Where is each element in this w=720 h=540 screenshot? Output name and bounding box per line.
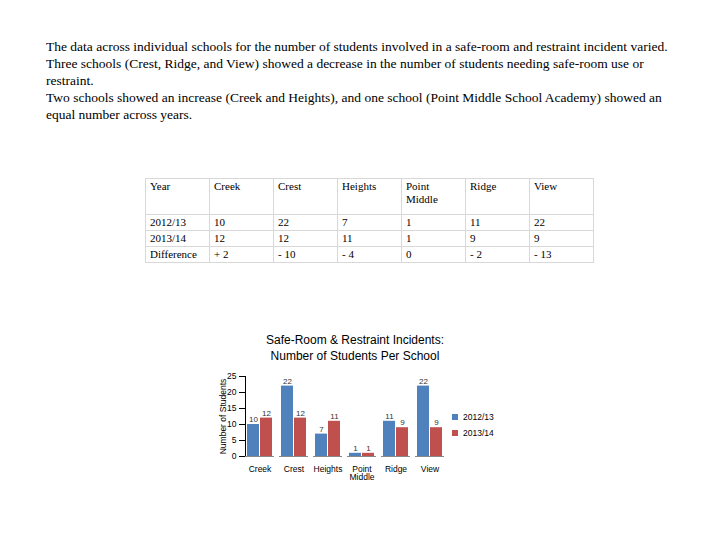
html-text:Point Middle: Point Middle: [406, 180, 438, 205]
svg-text:Crest: Crest: [284, 464, 305, 474]
html-text:Three schools (Crest, Ridge, a: Three schools (Crest, Ridge, and View) s…: [46, 56, 644, 88]
svg-text:25: 25: [227, 371, 237, 381]
svg-text:PointMiddle: PointMiddle: [349, 464, 374, 483]
html-text:22: 22: [534, 216, 545, 228]
svg-text:1: 1: [353, 444, 358, 453]
svg-text:1: 1: [366, 444, 371, 453]
html-text:Number of Students Per School: Number of Students Per School: [270, 349, 440, 363]
svg-text:12: 12: [262, 409, 271, 418]
html-text:Safe-Room & Restraint Incident: Safe-Room & Restraint Incidents:: [266, 333, 444, 347]
html-text:11: 11: [342, 232, 353, 244]
html-text:2012/13: 2012/13: [150, 216, 187, 228]
svg-text:9: 9: [400, 418, 405, 427]
html-text:1: 1: [406, 216, 412, 228]
html-text:9: 9: [470, 232, 476, 244]
svg-text:Heights: Heights: [314, 464, 343, 474]
svg-text:View: View: [421, 464, 440, 474]
html-text:- 2: - 2: [470, 248, 482, 260]
svg-text:10: 10: [227, 419, 237, 429]
svg-text:20: 20: [227, 387, 237, 397]
svg-text:12: 12: [296, 409, 305, 418]
html-text:Creek: Creek: [214, 180, 241, 192]
html-text:2012/13: 2012/13: [463, 412, 494, 422]
html-text:- 13: - 13: [534, 248, 552, 260]
html-text:0: 0: [406, 248, 412, 260]
svg-text:11: 11: [330, 412, 339, 421]
svg-text:15: 15: [227, 403, 237, 413]
html-text:Crest: Crest: [278, 180, 302, 192]
svg-text:Ridge: Ridge: [385, 464, 407, 474]
html-text:9: 9: [534, 232, 540, 244]
html-text:Two schools showed an increase: Two schools showed an increase (Creek an…: [46, 90, 662, 122]
svg-text:Creek: Creek: [249, 464, 272, 474]
svg-text:11: 11: [385, 412, 394, 421]
html-text:2013/14: 2013/14: [150, 232, 187, 244]
svg-text:Number of Students: Number of Students: [218, 379, 228, 455]
html-text:12: 12: [214, 232, 225, 244]
html-text:12: 12: [278, 232, 289, 244]
html-text:- 4: - 4: [342, 248, 354, 260]
svg-text:10: 10: [249, 415, 258, 424]
html-text:- 10: - 10: [278, 248, 296, 260]
html-text:Year: Year: [150, 180, 171, 192]
html-text:Ridge: Ridge: [470, 180, 497, 192]
html-text:10: 10: [214, 216, 225, 228]
html-text:11: 11: [470, 216, 481, 228]
svg-text:22: 22: [419, 377, 428, 386]
html-text:7: 7: [342, 216, 348, 228]
html-text:Difference: Difference: [150, 248, 197, 260]
html-text:Heights: Heights: [342, 180, 377, 192]
svg-text:5: 5: [232, 435, 237, 445]
html-text:2013/14: 2013/14: [463, 428, 494, 438]
svg-text:9: 9: [434, 418, 439, 427]
svg-text:7: 7: [319, 425, 324, 434]
html-text:View: View: [534, 180, 558, 192]
html-text:22: 22: [278, 216, 289, 228]
svg-text:22: 22: [283, 377, 292, 386]
html-text:1: 1: [406, 232, 412, 244]
html-text:The data across individual sch: The data across individual schools for t…: [46, 39, 668, 54]
svg-text:0: 0: [232, 451, 237, 461]
html-text:+ 2: + 2: [214, 248, 229, 260]
